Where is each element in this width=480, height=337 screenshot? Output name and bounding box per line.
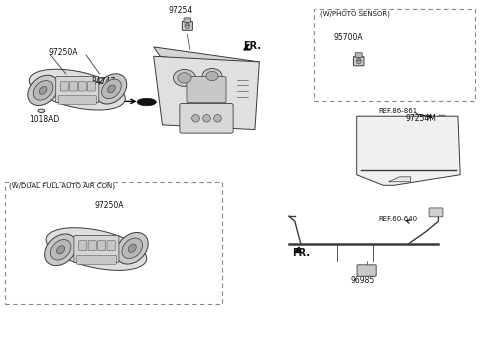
Ellipse shape [33, 81, 53, 100]
Text: 97254M: 97254M [405, 114, 436, 123]
FancyBboxPatch shape [56, 76, 99, 103]
Ellipse shape [39, 87, 47, 94]
Text: FR.: FR. [292, 248, 310, 258]
FancyBboxPatch shape [353, 56, 364, 66]
Ellipse shape [178, 73, 191, 83]
Polygon shape [154, 47, 259, 71]
Ellipse shape [128, 244, 136, 252]
Ellipse shape [108, 85, 115, 93]
Ellipse shape [116, 233, 148, 264]
Ellipse shape [102, 79, 121, 99]
Text: (W/PHOTO SENSOR): (W/PHOTO SENSOR) [321, 10, 390, 17]
Ellipse shape [203, 115, 210, 122]
Text: FR.: FR. [243, 41, 261, 51]
Ellipse shape [214, 115, 221, 122]
FancyBboxPatch shape [107, 241, 115, 250]
Ellipse shape [356, 58, 361, 64]
Ellipse shape [28, 75, 59, 105]
FancyBboxPatch shape [187, 76, 226, 103]
Ellipse shape [96, 74, 127, 104]
Text: 84747: 84747 [92, 77, 116, 86]
Bar [4, 182, 222, 304]
Ellipse shape [440, 120, 444, 125]
Text: 95700A: 95700A [333, 33, 363, 42]
Text: 97254: 97254 [168, 6, 192, 15]
Ellipse shape [122, 238, 143, 258]
Bar [314, 9, 475, 101]
Ellipse shape [50, 240, 71, 260]
Text: REF.86-861: REF.86-861 [379, 108, 418, 114]
Ellipse shape [357, 60, 358, 61]
FancyBboxPatch shape [182, 22, 192, 30]
Ellipse shape [185, 23, 190, 29]
FancyBboxPatch shape [69, 82, 77, 91]
Polygon shape [154, 56, 259, 129]
FancyBboxPatch shape [357, 265, 376, 276]
FancyBboxPatch shape [78, 82, 86, 91]
FancyBboxPatch shape [79, 241, 87, 250]
Ellipse shape [186, 25, 187, 26]
Ellipse shape [45, 234, 77, 266]
Ellipse shape [441, 121, 442, 122]
Ellipse shape [359, 60, 360, 61]
Ellipse shape [38, 109, 45, 113]
Text: 97250A: 97250A [94, 201, 123, 210]
Ellipse shape [202, 68, 222, 84]
FancyBboxPatch shape [355, 53, 362, 57]
Ellipse shape [29, 69, 125, 110]
FancyBboxPatch shape [180, 103, 233, 133]
Text: 97250A: 97250A [48, 48, 78, 57]
Text: 96985: 96985 [350, 276, 374, 285]
Ellipse shape [192, 115, 199, 122]
Polygon shape [357, 116, 460, 185]
Text: REF.60-640: REF.60-640 [379, 216, 418, 222]
FancyBboxPatch shape [439, 115, 445, 119]
Text: (W/DUAL FULL AUTO AIR CON): (W/DUAL FULL AUTO AIR CON) [9, 183, 115, 189]
FancyBboxPatch shape [58, 96, 96, 104]
Ellipse shape [173, 69, 195, 86]
Ellipse shape [46, 228, 147, 270]
Ellipse shape [206, 71, 218, 81]
Polygon shape [389, 177, 410, 182]
FancyBboxPatch shape [60, 82, 68, 91]
FancyBboxPatch shape [184, 18, 191, 22]
FancyBboxPatch shape [87, 82, 96, 91]
Ellipse shape [57, 246, 65, 254]
FancyBboxPatch shape [437, 118, 446, 126]
FancyBboxPatch shape [88, 241, 96, 250]
FancyBboxPatch shape [97, 241, 106, 250]
FancyBboxPatch shape [74, 236, 119, 263]
Ellipse shape [137, 98, 156, 106]
FancyBboxPatch shape [429, 208, 443, 217]
FancyBboxPatch shape [76, 255, 116, 265]
Ellipse shape [188, 25, 189, 26]
Text: 1018AD: 1018AD [29, 115, 60, 124]
